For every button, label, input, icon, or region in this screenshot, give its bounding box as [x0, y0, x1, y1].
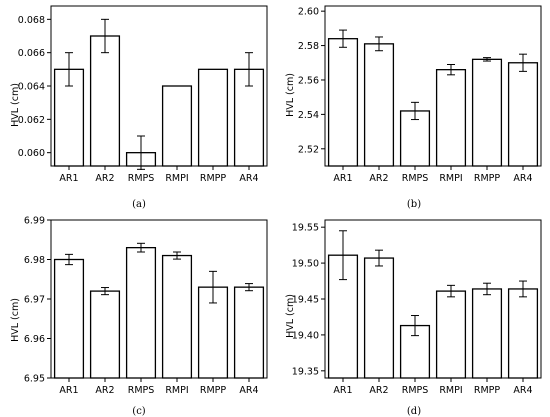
bar-c-ar1 — [53, 258, 85, 379]
y-tick-label-d-4: 19.55 — [292, 223, 319, 234]
error-bar-d-rmps — [411, 315, 419, 337]
x-tick-label-c-ar4: AR4 — [239, 385, 258, 396]
y-tick-label-c-2: 6.97 — [24, 295, 45, 306]
bar-c-rmpi — [161, 254, 193, 379]
x-tick-label-a-ar2: AR2 — [95, 173, 114, 184]
y-tick-label-a-3: 0.066 — [18, 48, 45, 59]
bar-b-rmpi — [435, 69, 467, 167]
bar-c-rmps — [125, 246, 157, 379]
bar-b-rmps — [399, 110, 431, 167]
x-tick-label-b-rmpp: RMPP — [474, 173, 501, 184]
x-tick-label-b-rmpi: RMPI — [439, 173, 462, 184]
y-axis-label-b: HVL (cm) — [285, 73, 296, 117]
x-tick-label-b-ar2: AR2 — [369, 173, 388, 184]
panel-caption-b: (b) — [407, 199, 421, 210]
x-tick-label-d-ar1: AR1 — [333, 385, 352, 396]
x-tick-label-b-rmps: RMPS — [402, 173, 429, 184]
bar-d-rmpp — [471, 288, 503, 379]
error-bar-b-ar1 — [339, 29, 347, 48]
panel-caption-a: (a) — [132, 199, 146, 210]
error-bar-a-ar1 — [65, 52, 73, 87]
error-bar-c-rmpp — [209, 270, 217, 304]
x-tick-label-c-rmps: RMPS — [128, 385, 155, 396]
y-tick-label-c-3: 6.98 — [24, 255, 45, 266]
y-tick-label-d-0: 19.35 — [292, 366, 319, 377]
x-tick-label-a-ar4: AR4 — [239, 173, 258, 184]
bar-c-ar2 — [89, 290, 121, 379]
plot-frame-b — [324, 5, 542, 167]
panel-caption-c: (c) — [132, 406, 146, 417]
error-bar-d-ar1 — [339, 230, 347, 281]
panel-d: HVL (cm) (d) 19.35 19.40 19.45 19.50 19.55 AR… — [285, 219, 542, 417]
y-tick-label-d-3: 19.50 — [292, 259, 319, 270]
bar-b-rmpp — [471, 58, 503, 167]
error-bar-c-rmpi — [173, 251, 181, 260]
error-bar-c-rmps — [137, 242, 145, 253]
x-tick-label-c-ar2: AR2 — [95, 385, 114, 396]
x-tick-label-a-ar1: AR1 — [59, 173, 78, 184]
bar-b-ar1 — [327, 38, 359, 167]
y-tick-label-c-0: 6.95 — [24, 374, 45, 385]
bar-c-ar4 — [233, 286, 265, 379]
bar-d-rmpi — [435, 290, 467, 379]
y-tick-label-d-1: 19.40 — [292, 330, 319, 341]
y-axis-label-c: HVL (cm) — [10, 298, 21, 342]
y-tick-label-b-2: 2.56 — [298, 75, 319, 86]
panel-a: HVL (cm) (a) 0.060 0.062 0.064 0.066 0.068 AR… — [10, 5, 268, 210]
x-tick-label-b-ar1: AR1 — [333, 173, 352, 184]
y-tick-label-c-4: 6.99 — [24, 216, 45, 227]
bar-b-ar4 — [507, 62, 539, 167]
y-tick-label-b-0: 2.52 — [298, 144, 319, 155]
x-tick-label-d-rmps: RMPS — [402, 385, 429, 396]
y-axis-label-a: HVL (cm) — [10, 83, 21, 127]
panel-b: HVL (cm) (b) 2.52 2.54 2.56 2.58 2.60 AR1 AR2 R… — [285, 5, 542, 210]
bar-d-ar4 — [507, 288, 539, 379]
error-bar-b-rmpi — [447, 63, 455, 76]
panel-caption-d: (d) — [407, 406, 421, 417]
bar-d-ar2 — [363, 257, 395, 379]
error-bar-c-ar4 — [245, 283, 253, 292]
x-tick-label-a-rmpi: RMPI — [165, 173, 188, 184]
error-bar-c-ar1 — [65, 253, 73, 266]
y-tick-label-a-1: 0.062 — [18, 115, 45, 126]
y-tick-label-c-1: 6.96 — [24, 334, 45, 345]
panel-c: HVL (cm) (c) 6.95 6.96 6.97 6.98 6.99 AR1 AR2 R… — [10, 216, 268, 417]
x-tick-label-a-rmpp: RMPP — [200, 173, 227, 184]
x-tick-label-d-ar4: AR4 — [513, 385, 532, 396]
error-bar-d-ar4 — [519, 280, 527, 298]
bar-a-rmpp — [197, 68, 229, 167]
x-tick-label-d-rmpp: RMPP — [474, 385, 501, 396]
bar-b-ar2 — [363, 43, 395, 167]
y-tick-label-a-2: 0.064 — [18, 82, 45, 93]
error-bar-b-ar2 — [375, 36, 383, 52]
bar-a-ar2 — [89, 35, 121, 167]
x-tick-label-d-ar2: AR2 — [369, 385, 388, 396]
y-tick-label-d-2: 19.45 — [292, 295, 319, 306]
error-bar-b-rmpp — [483, 57, 491, 62]
error-bar-d-rmpp — [483, 282, 491, 296]
error-bar-a-ar2 — [101, 18, 109, 54]
error-bar-a-ar4 — [245, 52, 253, 87]
y-tick-label-b-3: 2.58 — [298, 41, 319, 52]
x-tick-label-c-rmpp: RMPP — [200, 385, 227, 396]
y-axis-label-d: HVL (cm) — [285, 294, 296, 338]
y-tick-label-b-4: 2.60 — [298, 7, 319, 18]
y-tick-label-a-4: 0.068 — [18, 15, 45, 26]
x-tick-label-c-rmpi: RMPI — [165, 385, 188, 396]
x-tick-label-c-ar1: AR1 — [59, 385, 78, 396]
x-tick-label-d-rmpi: RMPI — [439, 385, 462, 396]
error-bar-c-ar2 — [101, 287, 109, 296]
x-tick-label-b-ar4: AR4 — [513, 173, 532, 184]
bar-a-rmpi — [161, 85, 193, 167]
y-tick-label-a-0: 0.060 — [18, 148, 45, 159]
error-bar-b-ar4 — [519, 53, 527, 72]
error-bar-d-ar2 — [375, 249, 383, 267]
y-tick-label-b-1: 2.54 — [298, 110, 319, 121]
x-tick-label-a-rmps: RMPS — [128, 173, 155, 184]
error-bar-d-rmpi — [447, 284, 455, 298]
error-bar-b-rmps — [411, 101, 419, 121]
